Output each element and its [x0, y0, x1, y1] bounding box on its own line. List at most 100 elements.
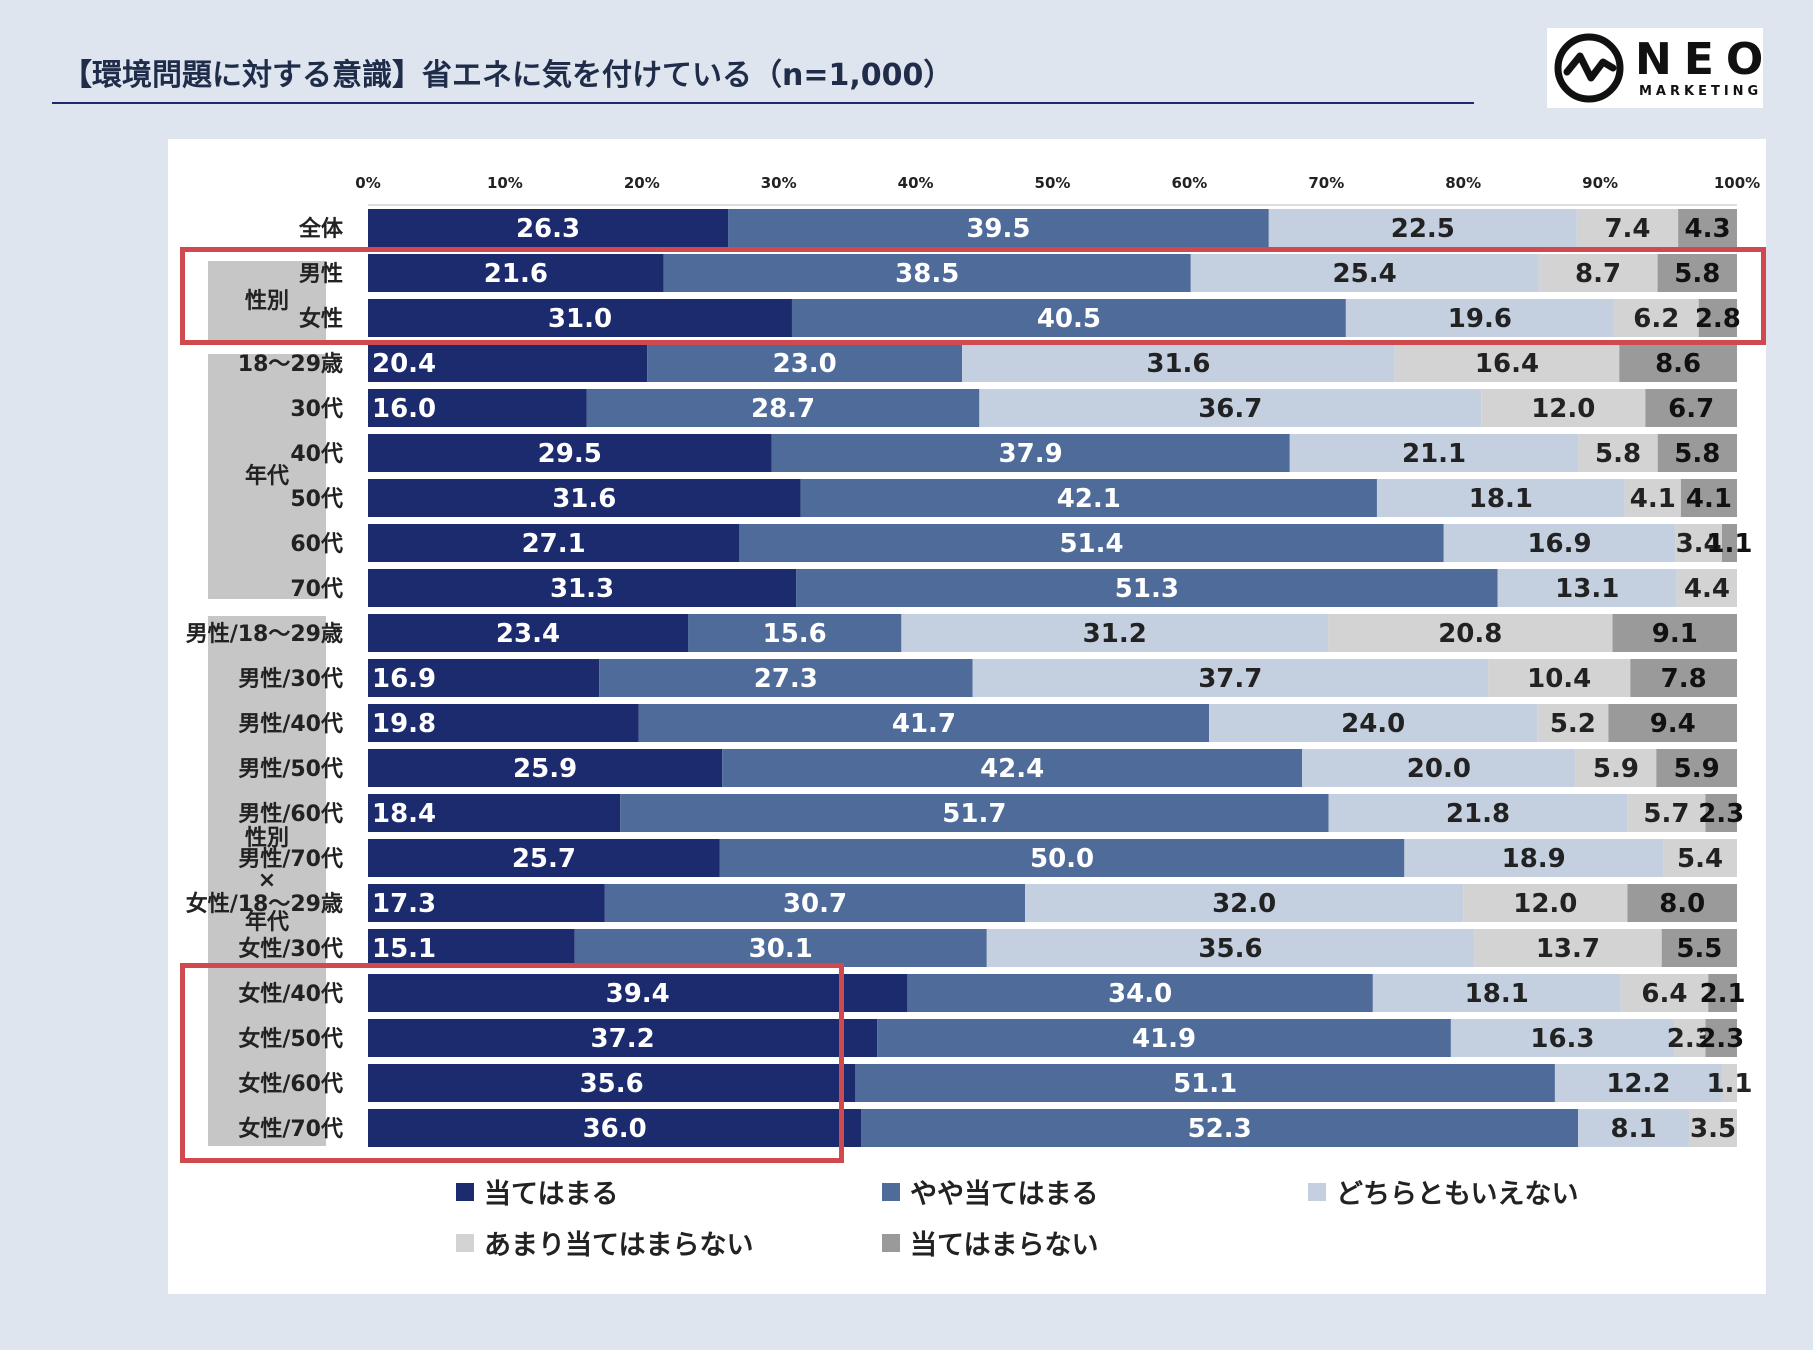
- bar-segment: [1721, 1064, 1737, 1102]
- data-label: 8.0: [1659, 889, 1705, 919]
- data-label: 20.4: [372, 349, 436, 379]
- data-label: 15.1: [372, 934, 436, 964]
- bar-segment: [1612, 614, 1737, 652]
- row-label: 女性: [299, 306, 343, 332]
- bar-segment: [368, 434, 772, 472]
- data-label: 20.8: [1438, 619, 1502, 649]
- data-label: 5.4: [1677, 844, 1723, 874]
- data-label: 30.1: [749, 934, 813, 964]
- bar-segment: [368, 1019, 878, 1057]
- data-label: 18.4: [372, 799, 436, 829]
- data-label: 2.3: [1667, 1024, 1713, 1054]
- data-label: 16.3: [1530, 1024, 1594, 1054]
- bar-segment: [1663, 839, 1737, 877]
- data-label: 10.4: [1527, 664, 1591, 694]
- bar-segment: [1657, 254, 1737, 292]
- bar-segment: [1302, 749, 1576, 787]
- bar-segment: [1627, 794, 1706, 832]
- bar-segment: [1608, 704, 1737, 742]
- bar-segment: [796, 569, 1498, 607]
- data-label: 24.0: [1341, 709, 1405, 739]
- data-label: 18.1: [1465, 979, 1529, 1009]
- highlight-box-female-40-70: [180, 963, 844, 1163]
- bar-segment: [1708, 974, 1737, 1012]
- bar-segment: [1578, 1109, 1690, 1147]
- data-label: 20.0: [1407, 754, 1471, 784]
- group-label-gender: 性別: [208, 261, 326, 343]
- legend-swatch: [456, 1233, 474, 1252]
- chart-panel: 性別 年代 性別 × 年代 0% 10% 20% 30% 40% 50% 60% 70% 80%…: [168, 139, 1766, 1294]
- data-label: 21.6: [484, 259, 548, 289]
- bar-segment: [368, 704, 639, 742]
- data-label: 6.2: [1633, 304, 1679, 334]
- bar-segment: [1689, 1109, 1737, 1147]
- data-label: 31.6: [552, 484, 616, 514]
- data-label: 41.7: [892, 709, 956, 739]
- data-label: 3.4: [1676, 529, 1722, 559]
- legend-swatch: [1308, 1182, 1326, 1201]
- row-label: 男性/18〜29歳: [186, 622, 343, 647]
- data-label: 31.2: [1083, 619, 1147, 649]
- data-label: 18.9: [1502, 844, 1566, 874]
- x-tick-label: 100%: [1714, 174, 1760, 192]
- row-label: 男性: [299, 262, 343, 287]
- bar-segment: [1463, 884, 1628, 922]
- data-label: 42.4: [980, 754, 1044, 784]
- data-label: 37.7: [1198, 664, 1262, 694]
- bar-segment: [979, 389, 1482, 427]
- data-label: 37.2: [591, 1024, 655, 1054]
- row-label: 全体: [298, 216, 344, 242]
- data-label: 5.8: [1674, 439, 1720, 469]
- bar-segment: [1675, 524, 1722, 562]
- data-label: 40.5: [1037, 304, 1101, 334]
- bar-segment: [1705, 1019, 1737, 1057]
- row-label: 女性/18〜29歳: [186, 891, 343, 917]
- bar-segment: [368, 524, 740, 562]
- data-label: 50.0: [1030, 844, 1094, 874]
- bar-segment: [1620, 974, 1709, 1012]
- bar-segment: [901, 614, 1329, 652]
- row-label: 女性/40代: [238, 981, 343, 1007]
- bar-segment: [368, 839, 720, 877]
- x-tick-label: 40%: [898, 174, 934, 192]
- data-label: 5.8: [1595, 439, 1641, 469]
- bar-segment: [586, 389, 980, 427]
- x-tick-label: 90%: [1582, 174, 1618, 192]
- data-label: 25.9: [513, 754, 577, 784]
- data-label: 13.1: [1555, 574, 1619, 604]
- data-label: 2.8: [1695, 304, 1741, 334]
- bar-segment: [861, 1109, 1579, 1147]
- data-label: 19.6: [1448, 304, 1512, 334]
- data-label: 1.1: [1706, 1069, 1752, 1099]
- bar-segment: [368, 1109, 862, 1147]
- bar-segment: [1578, 434, 1658, 472]
- bar-segment: [1488, 659, 1631, 697]
- bar-segment: [1328, 794, 1628, 832]
- neo-marketing-logo: NEO MARKETING: [1547, 28, 1763, 108]
- bar-segment: [800, 479, 1377, 517]
- bar-segment: [368, 254, 664, 292]
- data-label: 51.3: [1115, 574, 1179, 604]
- bar-segment: [368, 1064, 856, 1102]
- data-label: 27.3: [754, 664, 818, 694]
- bar-segment: [972, 659, 1489, 697]
- data-label: 23.4: [496, 619, 560, 649]
- bar-segment: [638, 704, 1210, 742]
- bar-segment: [986, 929, 1475, 967]
- data-label: 52.3: [1188, 1114, 1252, 1144]
- row-label: 女性/30代: [238, 936, 343, 962]
- bar-segment: [368, 929, 575, 967]
- row-label: 18〜29歳: [238, 352, 343, 377]
- data-label: 5.9: [1674, 754, 1720, 784]
- bar-segment: [1661, 929, 1737, 967]
- data-label: 25.7: [512, 844, 576, 874]
- data-label: 5.7: [1643, 799, 1689, 829]
- logo-wordmark: NEO: [1635, 34, 1776, 85]
- data-label: 32.0: [1212, 889, 1276, 919]
- bar-segment: [1394, 344, 1620, 382]
- bar-segment: [368, 389, 587, 427]
- data-label: 5.2: [1550, 709, 1596, 739]
- legend-label: あまり当てはまらない: [484, 1230, 754, 1261]
- row-label: 70代: [290, 577, 343, 602]
- row-label: 女性/60代: [238, 1071, 343, 1097]
